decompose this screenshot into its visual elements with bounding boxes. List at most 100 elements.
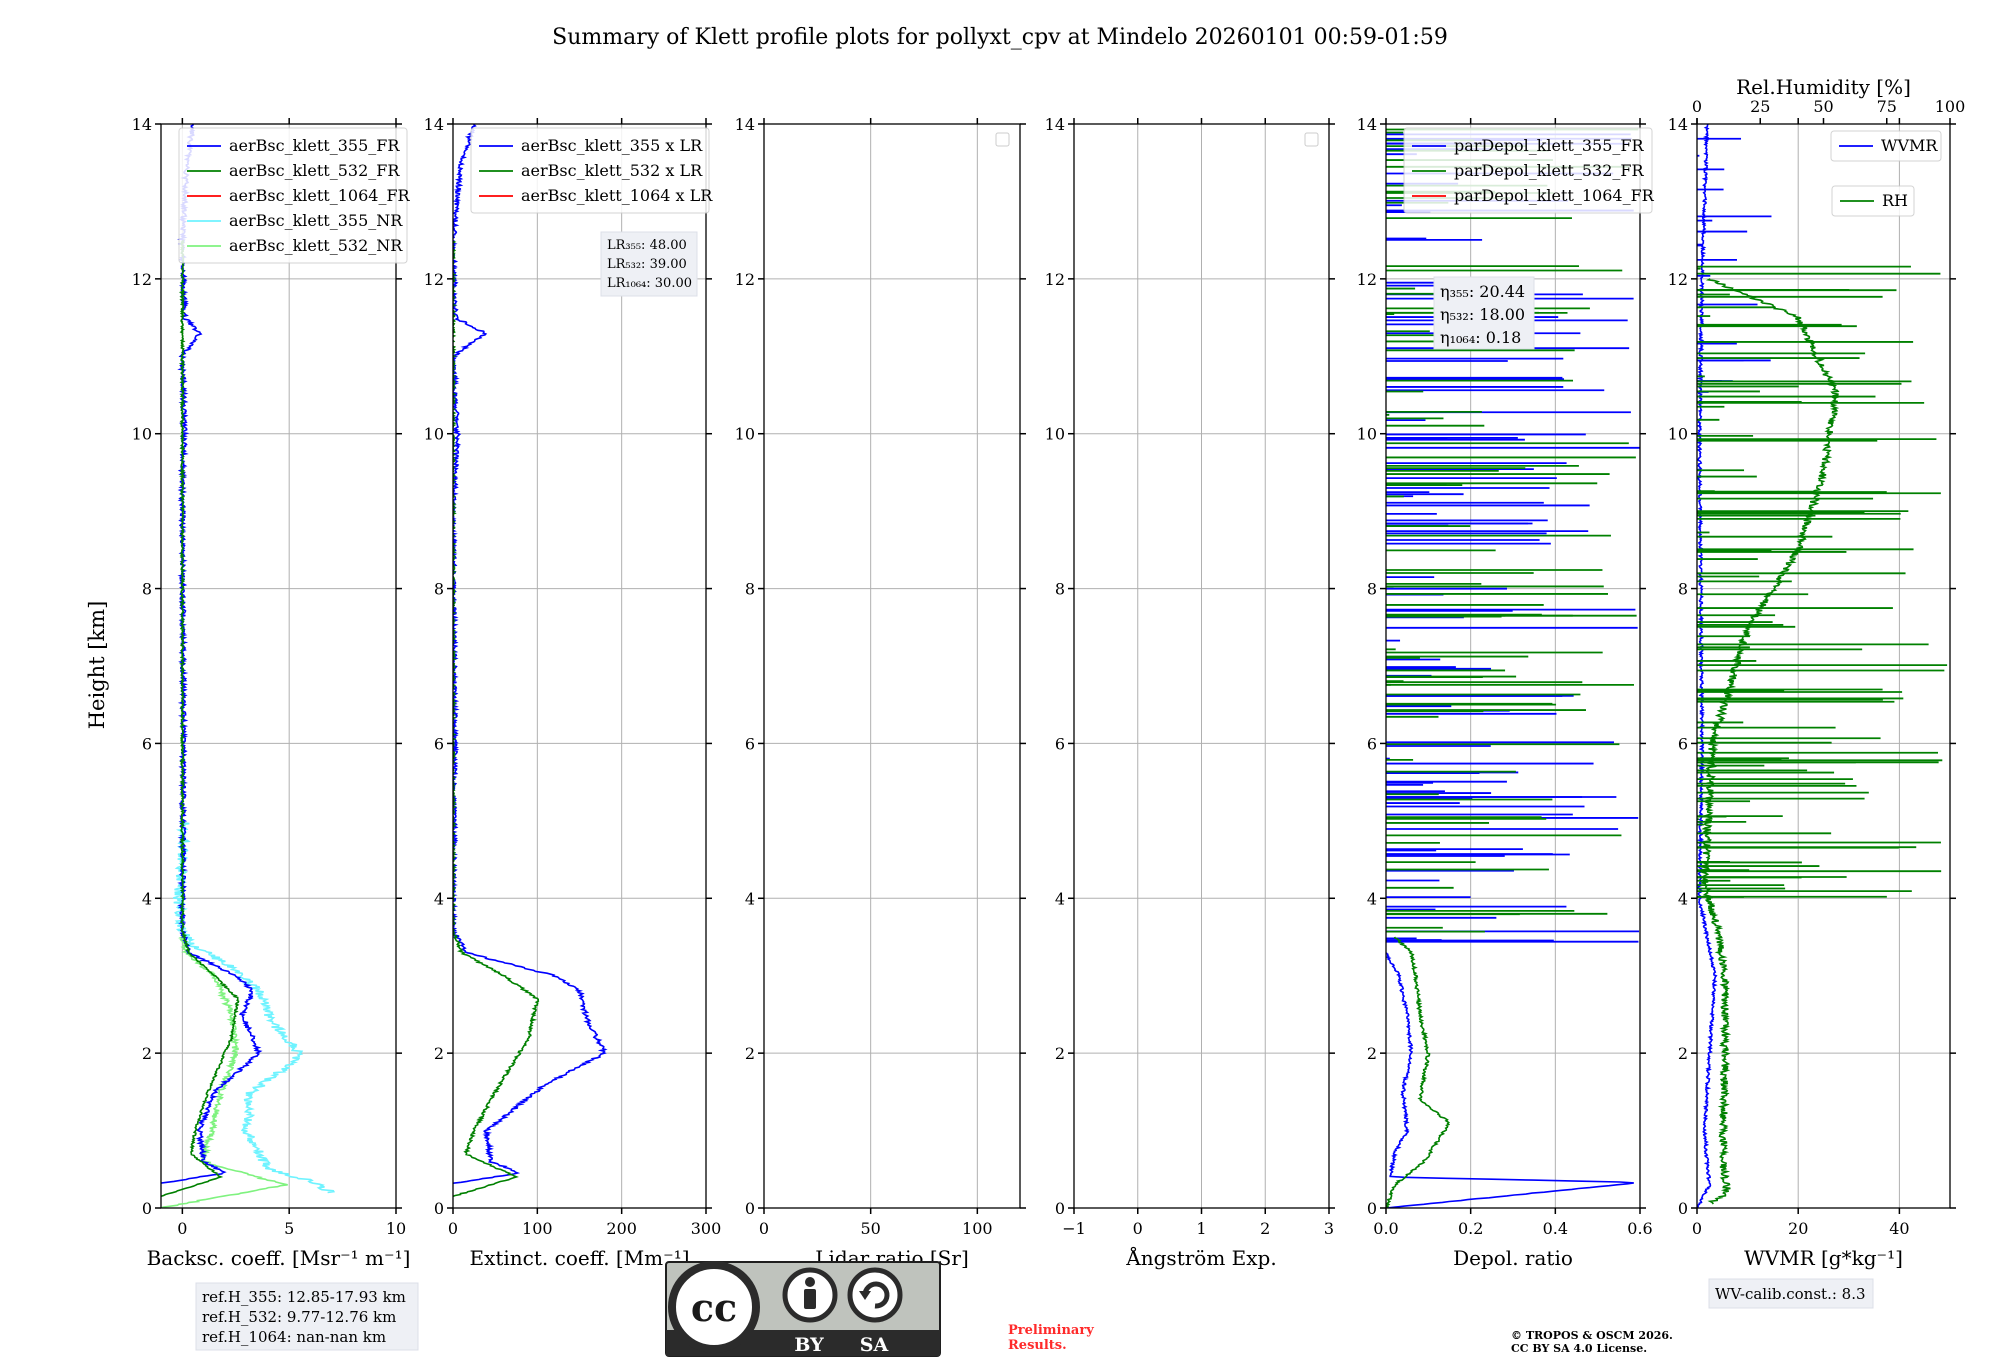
y-tick-label: 0 (1367, 1199, 1377, 1218)
x-tick-label: 100 (522, 1219, 553, 1238)
y-tick-label: 0 (745, 1199, 755, 1218)
sa-share-arrowhead (859, 1291, 871, 1300)
axes-frame (1385, 123, 1641, 1209)
axes-frame (1696, 123, 1951, 1209)
legend-label-aerBsc_klett_1064 x LR: aerBsc_klett_1064 x LR (521, 186, 713, 205)
y-tick-label: 8 (142, 580, 152, 599)
x-tick-label: 0 (1692, 1219, 1702, 1238)
top-axis-tick-label: 0 (1692, 97, 1702, 116)
x-tick-label: 3 (1324, 1219, 1334, 1238)
legend-label-aerBsc_klett_355_FR: aerBsc_klett_355_FR (229, 136, 400, 155)
preliminary-line-1: Preliminary (1008, 1323, 1094, 1338)
legend-frame (1403, 127, 1653, 214)
series-line-parDepol_klett_532_FR (1386, 936, 1451, 1208)
y-tick-label: 10 (735, 425, 755, 444)
series-line-parDepol_klett_355_FR (1386, 952, 1634, 1208)
cc-sa-text: SA (860, 1334, 889, 1356)
copyright-line-2: CC BY SA 4.0 License. (1511, 1342, 1647, 1355)
cc-logo-text: cc (691, 1285, 737, 1330)
y-tick-label: 4 (1055, 889, 1065, 908)
x-tick-label: 2 (1260, 1219, 1270, 1238)
y-tick-label: 4 (1678, 889, 1688, 908)
cc-license-badge: cc BY SA (665, 1261, 941, 1357)
x-tick-label: 20 (1788, 1219, 1808, 1238)
y-tick-label: 4 (1367, 889, 1377, 908)
legend-box-RH: RH (1831, 185, 1915, 217)
by-person-body (804, 1289, 816, 1309)
legend-label-parDepol_klett_1064_FR: parDepol_klett_1064_FR (1454, 186, 1655, 205)
y-tick-label: 8 (1055, 580, 1065, 599)
legend-label-RH: RH (1882, 191, 1908, 210)
y-tick-label: 6 (1367, 734, 1377, 753)
legend-frame (178, 127, 408, 264)
y-tick-label: 10 (1045, 425, 1065, 444)
y-tick-label: 2 (142, 1044, 152, 1063)
x-tick-label: 0 (1133, 1219, 1143, 1238)
y-tick-label: 6 (1055, 734, 1065, 753)
preliminary-line-2: Results. (1008, 1338, 1067, 1353)
top-axis-tick-label: 75 (1877, 97, 1897, 116)
eta-value: η₃₅₅: 20.44 (1440, 282, 1525, 301)
x-tick-label: 100 (962, 1219, 993, 1238)
legend-label-aerBsc_klett_532_NR: aerBsc_klett_532_NR (229, 236, 403, 255)
y-tick-label: 8 (434, 580, 444, 599)
lidar-ratio-value: LR₃₅₅: 48.00 (607, 238, 687, 253)
top-axis-tick-label: 25 (1750, 97, 1770, 116)
y-tick-label: 2 (1678, 1044, 1688, 1063)
x-axis-label: WVMR [g*kg⁻¹] (1744, 1246, 1903, 1270)
legend-label-parDepol_klett_532_FR: parDepol_klett_532_FR (1454, 161, 1645, 180)
x-axis-label: Extinct. coeff. [Mm⁻¹] (469, 1246, 689, 1270)
legend-label-aerBsc_klett_532_FR: aerBsc_klett_532_FR (229, 161, 400, 180)
cc-by-text: BY (794, 1334, 824, 1356)
x-axis-label: Backsc. coeff. [Msr⁻¹ m⁻¹] (147, 1246, 411, 1270)
x-tick-label: 50 (860, 1219, 880, 1238)
reference-height-box: ref.H_355: 12.85-17.93 km ref.H_532: 9.7… (195, 1282, 419, 1351)
ref-height-1064: ref.H_1064: nan-nan km (202, 1328, 386, 1346)
y-tick-label: 14 (735, 115, 755, 134)
legend-label-WVMR: WVMR (1881, 136, 1938, 155)
y-tick-label: 2 (434, 1044, 444, 1063)
y-tick-label: 14 (132, 115, 152, 134)
y-tick-label: 10 (424, 425, 444, 444)
y-tick-label: 12 (132, 270, 152, 289)
lidar-ratio-box (600, 231, 698, 297)
x-tick-label: −1 (1062, 1219, 1086, 1238)
legend-label-aerBsc_klett_355 x LR: aerBsc_klett_355 x LR (521, 136, 703, 155)
legend-frame (470, 127, 710, 214)
y-tick-label: 6 (745, 734, 755, 753)
y-tick-label: 10 (132, 425, 152, 444)
series-group (453, 124, 608, 1198)
lidar-ratio-value: LR₅₃₂: 39.00 (607, 257, 687, 272)
x-tick-label: 0.4 (1543, 1219, 1568, 1238)
sa-share-icon (847, 1267, 903, 1323)
series-line-aerBsc_klett_532_NR (161, 936, 288, 1208)
y-tick-label: 2 (745, 1044, 755, 1063)
top-axis-label: Rel.Humidity [%] (1736, 75, 1911, 99)
y-tick-label: 12 (1357, 270, 1377, 289)
x-tick-label: 40 (1889, 1219, 1909, 1238)
x-tick-label: 10 (386, 1219, 406, 1238)
ref-height-355: ref.H_355: 12.85-17.93 km (202, 1288, 406, 1306)
legend-box: parDepol_klett_355_FR parDepol_klett_532_… (1403, 127, 1655, 214)
top-axis-tick-label: 50 (1813, 97, 1833, 116)
series-group (1386, 128, 1640, 1208)
x-tick-label: 1 (1196, 1219, 1206, 1238)
legend-label-parDepol_klett_355_FR: parDepol_klett_355_FR (1454, 136, 1645, 155)
panel-depol: 0 2 4 6 8 10 12 14 0.0 0.2 0.4 0.6 Depol. ratio parDe… (1357, 115, 1655, 1270)
x-tick-label: 0 (759, 1219, 769, 1238)
legend-box-WVMR: WVMR (1830, 130, 1942, 162)
legend-label-aerBsc_klett_1064_FR: aerBsc_klett_1064_FR (229, 186, 411, 205)
panel-bsc: 0 2 4 6 8 10 12 14 0 5 10 Backsc. coeff. [Msr⁻¹ m⁻¹… (132, 115, 411, 1270)
legend-box: aerBsc_klett_355 x LR aerBsc_klett_532 x … (470, 127, 713, 214)
y-tick-label: 12 (1045, 270, 1065, 289)
legend-label-aerBsc_klett_355_NR: aerBsc_klett_355_NR (229, 211, 403, 230)
x-axis-label: Depol. ratio (1453, 1246, 1573, 1270)
x-tick-label: 0.2 (1458, 1219, 1483, 1238)
y-tick-label: 4 (434, 889, 444, 908)
y-tick-label: 14 (424, 115, 444, 134)
y-tick-label: 4 (745, 889, 755, 908)
legend-frame (1830, 130, 1942, 162)
